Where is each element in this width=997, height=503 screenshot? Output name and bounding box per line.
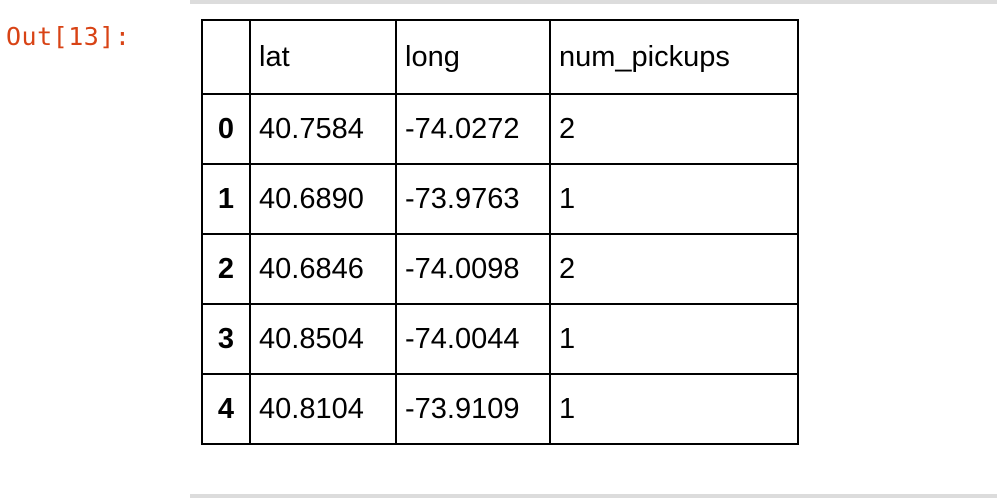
table-row: 2 40.6846 -74.0098 2 xyxy=(201,233,799,305)
row-index: 1 xyxy=(201,163,251,235)
row-index: 3 xyxy=(201,303,251,375)
table-row: 3 40.8504 -74.0044 1 xyxy=(201,303,799,375)
row-index: 0 xyxy=(201,93,251,165)
column-header-long: long xyxy=(395,19,551,95)
dataframe-table: lat long num_pickups 0 40.7584 -74.0272 … xyxy=(201,19,799,445)
row-index: 2 xyxy=(201,233,251,305)
cell-border-top xyxy=(190,0,997,4)
column-header-num-pickups: num_pickups xyxy=(549,19,799,95)
cell-long: -74.0098 xyxy=(395,233,551,305)
cell-lat: 40.7584 xyxy=(249,93,397,165)
cell-border-bottom xyxy=(190,494,997,498)
cell-lat: 40.6846 xyxy=(249,233,397,305)
cell-lat: 40.6890 xyxy=(249,163,397,235)
cell-long: -73.9109 xyxy=(395,373,551,445)
table-row: 4 40.8104 -73.9109 1 xyxy=(201,373,799,445)
cell-lat: 40.8504 xyxy=(249,303,397,375)
row-index: 4 xyxy=(201,373,251,445)
output-prompt: Out[13]: xyxy=(6,22,131,51)
cell-num-pickups: 1 xyxy=(549,163,799,235)
table-header-row: lat long num_pickups xyxy=(201,19,799,95)
cell-long: -73.9763 xyxy=(395,163,551,235)
cell-lat: 40.8104 xyxy=(249,373,397,445)
cell-num-pickups: 2 xyxy=(549,233,799,305)
column-header-lat: lat xyxy=(249,19,397,95)
cell-num-pickups: 2 xyxy=(549,93,799,165)
table-row: 0 40.7584 -74.0272 2 xyxy=(201,93,799,165)
cell-num-pickups: 1 xyxy=(549,303,799,375)
cell-long: -74.0044 xyxy=(395,303,551,375)
header-index-cell xyxy=(201,19,251,95)
cell-long: -74.0272 xyxy=(395,93,551,165)
table-row: 1 40.6890 -73.9763 1 xyxy=(201,163,799,235)
cell-num-pickups: 1 xyxy=(549,373,799,445)
